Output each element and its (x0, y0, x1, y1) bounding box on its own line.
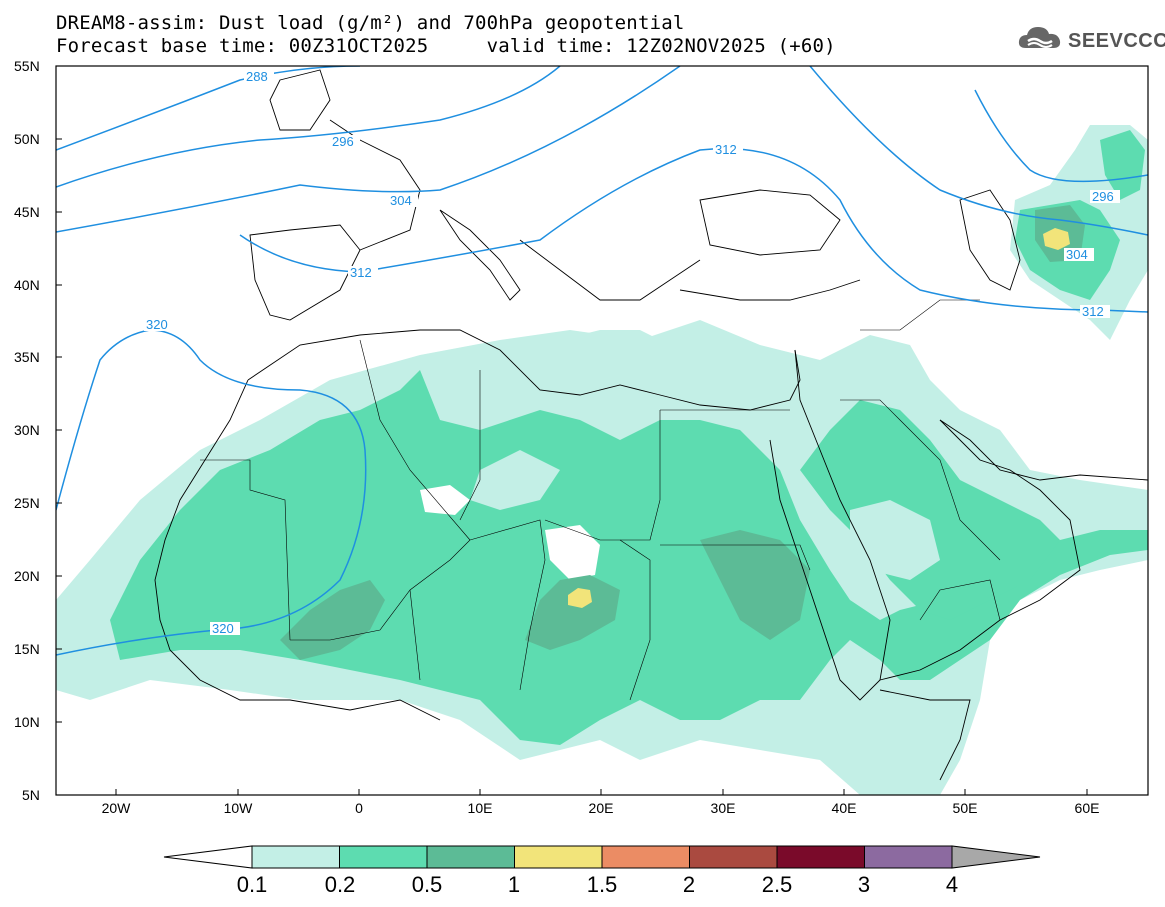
lon-label: 30E (711, 800, 736, 816)
contour-320-north (56, 329, 367, 656)
contour-296 (56, 66, 561, 188)
contour-label-312-europe: 312 (715, 142, 737, 157)
lat-label: 40N (14, 277, 40, 293)
colorbar-label: 1.5 (586, 872, 618, 897)
coast-persian-gulf (939, 419, 1148, 481)
dust-gap-arabia (850, 500, 940, 580)
lat-label: 25N (14, 495, 40, 511)
colorbar-swatch (776, 845, 865, 869)
lat-label: 5N (22, 787, 40, 803)
dust-dark-chad (525, 575, 620, 650)
coast-uk (269, 69, 331, 131)
lon-label: 0 (355, 800, 363, 816)
lat-axis (56, 65, 62, 796)
coast-africa-west (154, 379, 441, 721)
colorbar-label: 3 (857, 872, 871, 897)
lat-label: 10N (14, 714, 40, 730)
coast-horn (879, 689, 971, 781)
colorbar-swatch (864, 845, 953, 869)
colorbar-label: 1 (507, 872, 521, 897)
forecast-time-line: Forecast base time: 00Z31OCT2025 valid t… (56, 35, 836, 57)
borders (200, 299, 1001, 701)
colorbar-label: 2 (682, 872, 696, 897)
coast-turkey (679, 279, 861, 301)
lon-label: 20E (589, 800, 614, 816)
dust-light-east-med (560, 330, 670, 380)
lon-axis (115, 789, 1088, 795)
contour-label-296-east: 296 (1092, 189, 1114, 204)
coast-caspian (959, 189, 1021, 291)
colorbar-swatch (251, 845, 340, 869)
lat-label: 20N (14, 568, 40, 584)
dust-dark-sudan (700, 530, 810, 640)
lon-label: 10E (468, 800, 493, 816)
coast-black-sea (699, 189, 841, 256)
lat-label: 45N (14, 204, 40, 220)
dust-gap-algeria (420, 485, 470, 515)
lon-label: 60E (1075, 800, 1100, 816)
colorbar-label: 4 (945, 872, 959, 897)
coast-balkans (519, 239, 701, 301)
lat-label: 15N (14, 641, 40, 657)
dust-gap-chad (545, 525, 600, 580)
colorbar-swatch (339, 845, 428, 869)
lon-label: 50E (953, 800, 978, 816)
colorbar (163, 845, 1041, 869)
seevccc-logo: SEEVCCC (1016, 22, 1165, 58)
contour-312-east (809, 66, 1148, 236)
dust-mid-arabia (800, 400, 1060, 620)
colorbar-swatch (689, 845, 778, 869)
contour-label-304-east: 304 (1066, 247, 1088, 262)
contour-312 (239, 147, 1148, 313)
contour-label-320-north: 320 (146, 317, 168, 332)
lat-labels: 55N 50N 45N 40N 35N 30N 25N 20N 15N 10N … (14, 58, 40, 803)
colorbar-arrow-high (951, 845, 1041, 869)
logo-text: SEEVCCC (1068, 30, 1165, 52)
map-title: DREAM8-assim: Dust load (g/m²) and 700hP… (56, 12, 685, 34)
coast-med-south (247, 329, 801, 411)
contour-304 (56, 66, 681, 233)
dust-gap-libya (470, 450, 560, 510)
contour-label-312-east: 312 (1082, 304, 1104, 319)
colorbar-swatch (601, 845, 690, 869)
geopotential-contours (56, 66, 1148, 656)
coast-italy (439, 209, 521, 301)
lon-label: 40E (832, 800, 857, 816)
colorbar-label: 0.1 (236, 872, 268, 897)
cloud-icon (1018, 27, 1061, 48)
contour-labels: 288 296 304 312 320 320 312 312 296 304 (144, 69, 1120, 636)
coastlines (154, 69, 1148, 781)
lon-label: 20W (102, 800, 132, 816)
dust-high-caspian (1043, 228, 1070, 250)
contour-label-296: 296 (332, 134, 354, 149)
lon-labels: 20W 10W 0 10E 20E 30E 40E 50E 60E (102, 800, 1100, 816)
contour-296-east (974, 89, 1148, 183)
contour-label-320-south: 320 (212, 621, 234, 636)
contour-label-304: 304 (390, 193, 412, 208)
dust-high-chad (568, 588, 592, 608)
contour-label-288: 288 (246, 69, 268, 84)
colorbar-label: 0.5 (411, 872, 443, 897)
colorbar-arrow-low (163, 845, 253, 869)
lat-label: 55N (14, 58, 40, 74)
lat-label: 35N (14, 349, 40, 365)
contour-label-312: 312 (350, 265, 372, 280)
contour-288 (56, 66, 361, 151)
lon-label: 10W (224, 800, 254, 816)
dust-mid-sahara (110, 370, 1148, 745)
colorbar-swatch (426, 845, 515, 869)
lat-label: 30N (14, 422, 40, 438)
colorbar-swatch (514, 845, 603, 869)
lat-label: 50N (14, 131, 40, 147)
dust-mid-caspian-n (1100, 130, 1145, 200)
colorbar-label: 0.2 (324, 872, 356, 897)
coast-arabia (879, 419, 1081, 681)
coast-iberia (249, 224, 361, 321)
colorbar-label: 2.5 (761, 872, 793, 897)
